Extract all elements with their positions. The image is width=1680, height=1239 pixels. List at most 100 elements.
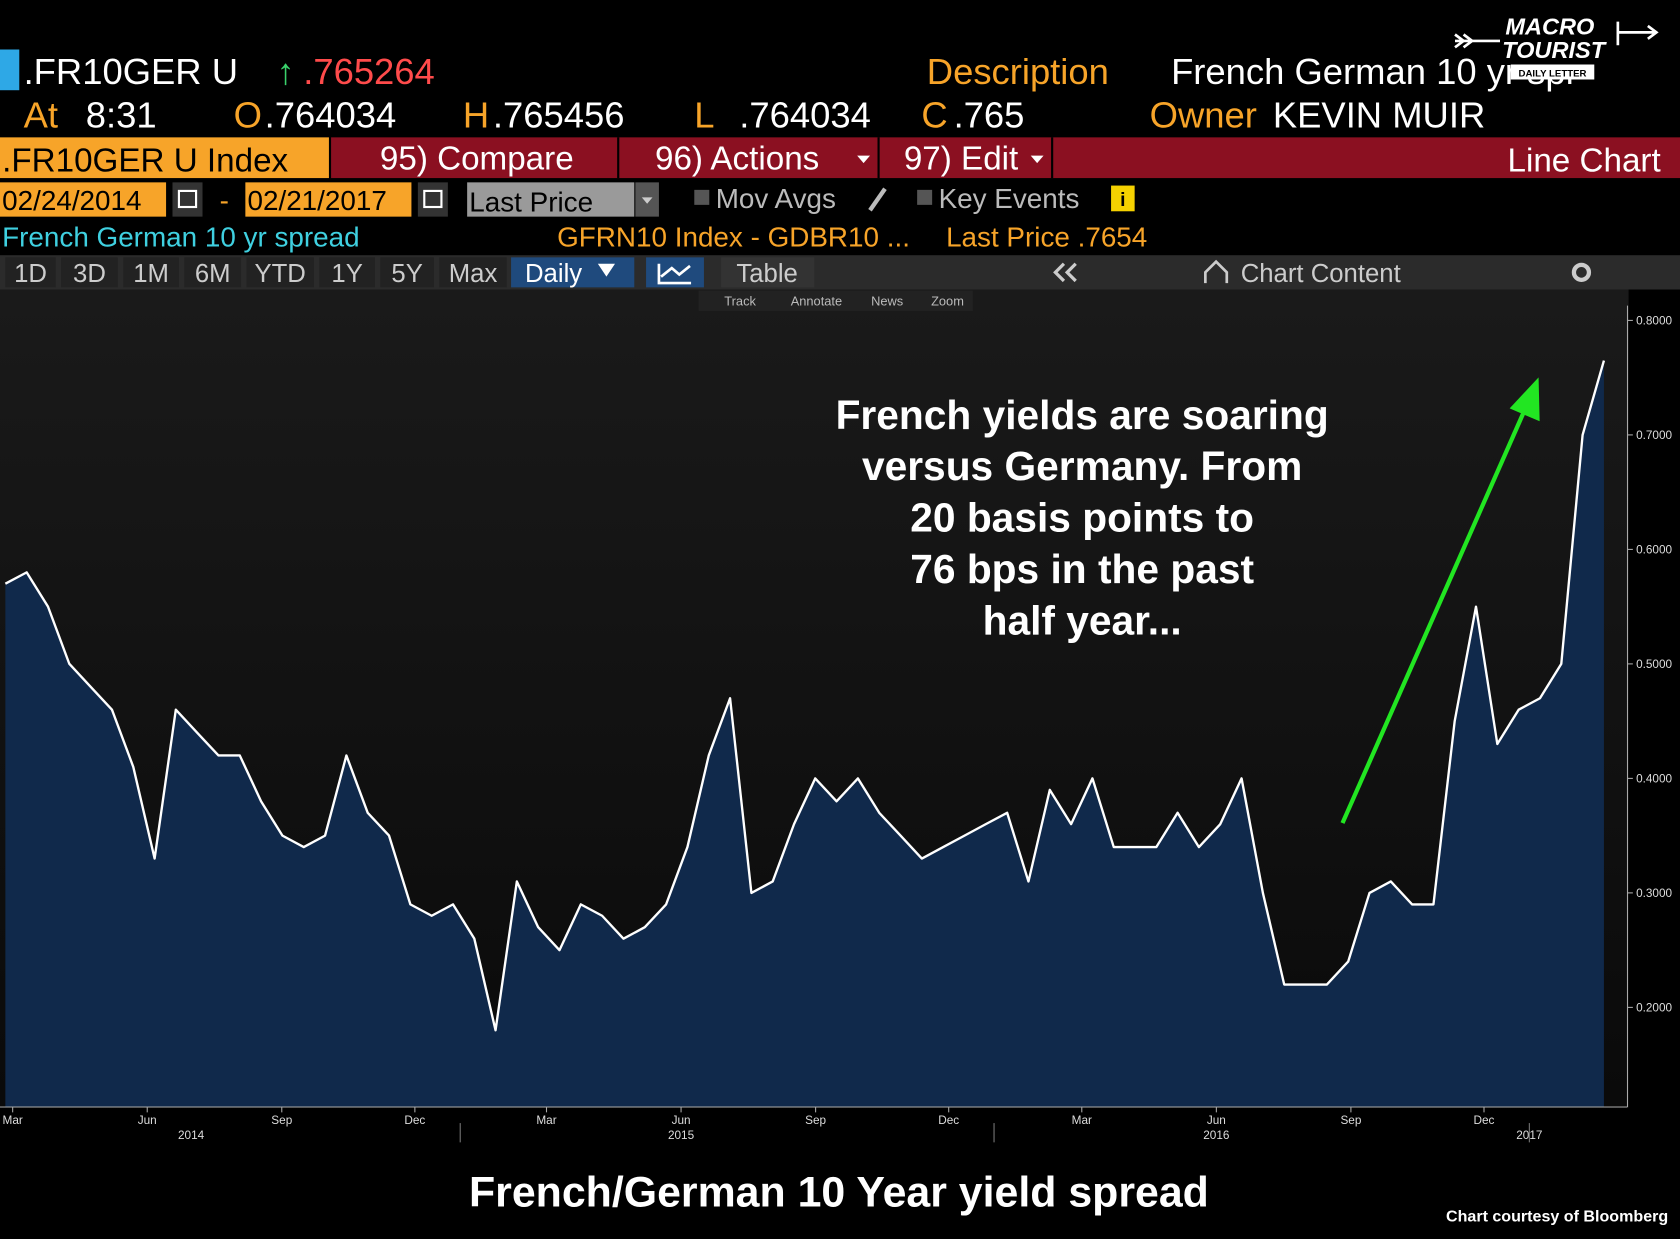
annotation-arrowhead	[1509, 377, 1540, 422]
period-button[interactable]	[246, 257, 314, 288]
logo-band	[1510, 64, 1595, 80]
x-tick-label: Jun	[1207, 1114, 1226, 1127]
annotation: 20 basis points to	[910, 495, 1254, 541]
tool-label: Track	[724, 294, 756, 309]
dropdown-caret	[1030, 155, 1044, 164]
x-tick-label: Dec	[938, 1114, 959, 1127]
compare-button[interactable]: 95) Compare	[380, 140, 574, 177]
x-tick-label: Jun	[138, 1114, 157, 1127]
open: .764034	[265, 95, 397, 136]
end-date: 02/21/2017	[247, 185, 386, 216]
info-box[interactable]	[1111, 185, 1135, 212]
mov-avgs: Mov Avgs	[716, 183, 836, 214]
checkbox[interactable]	[694, 189, 710, 205]
period-label: 1M	[133, 260, 169, 288]
period-label: 1Y	[331, 260, 362, 288]
collapse-icon[interactable]	[1053, 262, 1077, 283]
x-tick-label: Mar	[3, 1114, 23, 1127]
high: .765456	[493, 95, 625, 136]
dropdown-caret	[597, 263, 615, 277]
security-name: French German 10 yr spread	[2, 222, 359, 253]
y-tick-label: 0.7000	[1636, 429, 1672, 442]
year-label: 2015	[668, 1129, 695, 1142]
chart-type: Line Chart	[1508, 143, 1661, 180]
at-label: At	[24, 95, 58, 136]
tool-label: News	[871, 294, 903, 309]
index-tab	[0, 137, 329, 179]
x-tick-label: Mar	[1072, 1114, 1092, 1127]
x-tick-label: Sep	[1340, 1114, 1361, 1127]
ticker: .FR10GER U	[24, 51, 238, 92]
period-button[interactable]	[184, 257, 242, 288]
index-label: .FR10GER U Index	[2, 143, 288, 180]
series-name: GFRN10 Index - GDBR10 ...	[557, 222, 910, 253]
logo: MACRO	[1505, 13, 1594, 39]
logo: TOURIST	[1502, 37, 1608, 63]
close-label: C	[921, 95, 947, 136]
low: .764034	[739, 95, 871, 136]
table-button[interactable]	[721, 257, 815, 288]
dropdown-caret	[857, 155, 870, 164]
y-tick-label: 0.6000	[1636, 544, 1672, 557]
x-tick-label: Sep	[805, 1114, 826, 1127]
edit-button[interactable]: 97) Edit	[904, 140, 1018, 177]
series-last: Last Price .7654	[946, 222, 1147, 253]
description: French German 10 yr spr	[1171, 51, 1578, 92]
menu-bar	[331, 137, 1680, 179]
checkbox[interactable]	[917, 189, 933, 205]
key-events: Key Events	[939, 183, 1080, 214]
table-label: Table	[736, 260, 797, 288]
credit: Chart courtesy of Bloomberg	[1446, 1208, 1668, 1226]
caption: French/German 10 Year yield spread	[469, 1169, 1209, 1217]
annotation: French yields are soaring	[836, 392, 1329, 438]
dropdown-caret	[641, 197, 653, 204]
ticker-marker	[0, 49, 20, 91]
owner: KEVIN MUIR	[1273, 95, 1485, 136]
settings-icon[interactable]	[1571, 262, 1592, 283]
x-tick-label: Jun	[672, 1114, 691, 1127]
period-label: Max	[449, 260, 498, 288]
period-button[interactable]	[380, 257, 434, 288]
end-date-box[interactable]	[245, 182, 412, 217]
owner-label: Owner	[1150, 95, 1257, 136]
field-box[interactable]	[467, 182, 635, 217]
tool-label: Annotate	[791, 294, 842, 309]
calendar-icon-bg[interactable]	[172, 182, 203, 217]
period-button[interactable]	[319, 257, 375, 288]
period-label: 5Y	[391, 260, 422, 288]
period-button[interactable]	[439, 257, 507, 288]
x-tick-label: Mar	[536, 1114, 556, 1127]
logo-arrow	[1454, 21, 1659, 49]
date-separator: -	[220, 185, 229, 216]
y-tick-label: 0.8000	[1636, 315, 1672, 328]
frequency: Daily	[525, 260, 582, 288]
line	[4, 360, 1606, 1032]
y-tick-label: 0.3000	[1636, 887, 1672, 900]
period-button[interactable]	[123, 257, 179, 288]
x-tick-label: Dec	[404, 1114, 425, 1127]
x-tick-label: Sep	[271, 1114, 292, 1127]
period-label: 1D	[14, 260, 47, 288]
period-button[interactable]	[61, 257, 118, 288]
period-button[interactable]	[5, 257, 56, 288]
period-label: 6M	[195, 260, 231, 288]
y-tick-label: 0.5000	[1636, 658, 1672, 671]
calendar-icon	[423, 189, 443, 209]
time: 8:31	[86, 95, 157, 136]
high-label: H	[463, 95, 489, 136]
frequency-button[interactable]	[511, 257, 635, 288]
annotation: 76 bps in the past	[910, 546, 1254, 592]
close: .765	[954, 95, 1025, 136]
change-arrow: ↑	[276, 51, 294, 92]
actions-button[interactable]: 96) Actions	[655, 140, 819, 177]
logo: DAILY LETTER	[1519, 68, 1587, 79]
area-fill	[5, 360, 1604, 1107]
start-date-box[interactable]	[0, 182, 167, 217]
calendar-icon-bg[interactable]	[417, 182, 448, 217]
tool-label: Zoom	[931, 294, 964, 309]
tools-bar	[698, 290, 973, 311]
y-tick-label: 0.2000	[1636, 1002, 1672, 1015]
calendar-icon	[177, 189, 198, 209]
description-label: Description	[927, 51, 1109, 92]
